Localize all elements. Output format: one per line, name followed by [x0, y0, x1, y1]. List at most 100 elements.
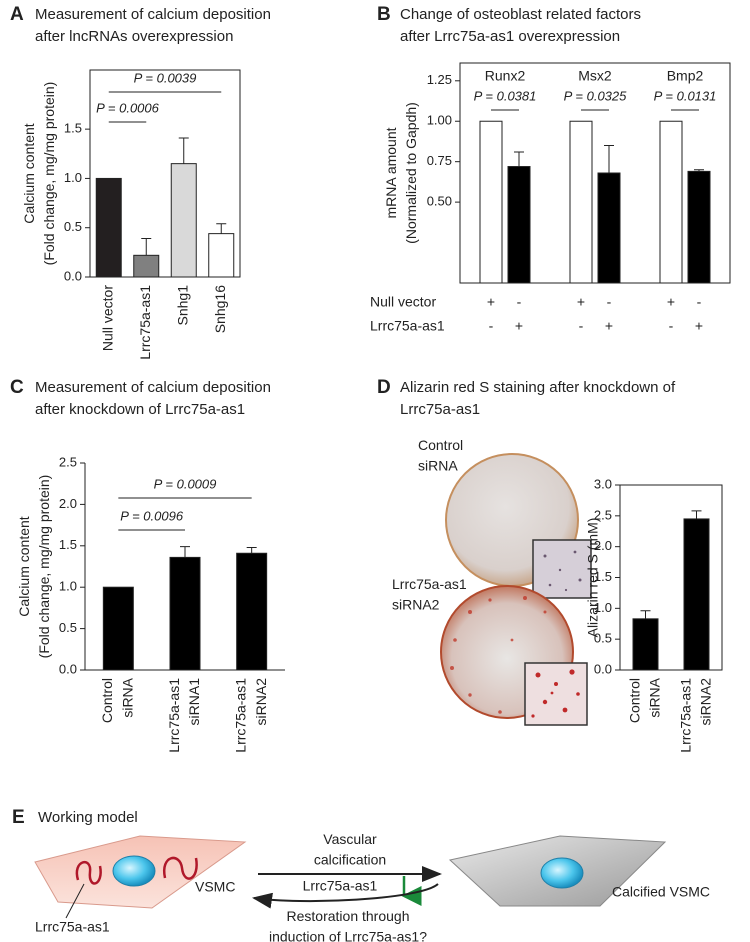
- y-axis-label: Calcium content (Fold change, mg/mg prote…: [16, 475, 52, 659]
- panel-letter: A: [10, 4, 24, 25]
- y-tick-label: 0.0: [64, 268, 82, 283]
- error-bar: [178, 137, 189, 164]
- y-tick-label: 0.5: [594, 631, 612, 646]
- arrow-label: Restoration through induction of Lrrc75a-…: [269, 908, 427, 942]
- panel-title: Measurement of calcium deposition after k…: [35, 379, 271, 418]
- p-value: P = 0.0325: [564, 88, 628, 103]
- y-tick-label: 0.5: [64, 219, 82, 234]
- panel-letter: D: [377, 377, 391, 398]
- design-sign: +: [515, 318, 523, 334]
- y-tick-label: 0.0: [59, 661, 77, 676]
- photo-label: Lrrc75a-as1 siRNA2: [392, 576, 467, 612]
- bar: [95, 177, 122, 278]
- bar: [236, 552, 268, 671]
- panel-title: Measurement of calcium deposition after l…: [35, 6, 271, 45]
- panel-letter: B: [377, 4, 391, 25]
- error-bar: [604, 145, 614, 173]
- error-bar: [141, 238, 152, 256]
- y-tick-label: 2.0: [59, 496, 77, 511]
- bar: [133, 254, 160, 278]
- error-bar: [640, 610, 651, 619]
- arrow-label: Lrrc75a-as1: [303, 878, 378, 894]
- bar: [687, 170, 711, 284]
- x-tick-label: Snhg1: [174, 285, 190, 326]
- photo-label: Control siRNA: [418, 437, 463, 473]
- bar: [659, 120, 683, 284]
- y-tick-label: 1.5: [594, 569, 612, 584]
- bar: [102, 586, 134, 671]
- panel-letter: C: [10, 377, 24, 398]
- y-tick-label: 1.00: [427, 113, 452, 128]
- x-tick-label: Lrrc75a-as1: [137, 285, 153, 360]
- x-tick-label: Snhg16: [212, 285, 228, 333]
- error-bar: [246, 546, 257, 554]
- x-tick-label: Lrrc75a-as1 siRNA2: [677, 678, 713, 753]
- y-tick-label: 1.5: [59, 537, 77, 552]
- p-value: P = 0.0006: [96, 100, 160, 115]
- plot-frame: [459, 62, 731, 284]
- design-sign: -: [669, 318, 674, 334]
- design-row-label: Null vector: [370, 294, 436, 310]
- p-value: P = 0.0381: [474, 88, 537, 103]
- x-tick-label: Control siRNA: [626, 677, 662, 723]
- working-model-diagram: [34, 835, 667, 919]
- bar: [632, 618, 659, 671]
- bar: [683, 518, 710, 671]
- bar: [169, 556, 201, 671]
- bar: [170, 163, 197, 278]
- x-tick-label: Lrrc75a-as1 siRNA1: [166, 678, 202, 753]
- cell-label: Calcified VSMC: [612, 884, 710, 900]
- y-axis-label: Calcium content (Fold change, mg/mg prote…: [21, 82, 57, 266]
- panel-title: Alizarin red S staining after knockdown …: [400, 379, 676, 418]
- panel-letter: E: [12, 807, 25, 828]
- design-sign: +: [577, 294, 585, 310]
- y-tick-label: 0.0: [594, 661, 612, 676]
- x-tick-label: Null vector: [99, 285, 115, 351]
- bar: [507, 166, 531, 284]
- design-sign: +: [667, 294, 675, 310]
- design-sign: +: [695, 318, 703, 334]
- p-value: P = 0.0039: [134, 70, 197, 85]
- group-label: Bmp2: [667, 68, 704, 84]
- y-tick-label: 1.25: [427, 72, 452, 87]
- y-tick-label: 0.5: [59, 620, 77, 635]
- y-tick-label: 2.0: [594, 538, 612, 553]
- y-tick-label: 2.5: [594, 507, 612, 522]
- bar: [208, 233, 235, 278]
- design-sign: +: [605, 318, 613, 334]
- p-value: P = 0.0131: [654, 88, 717, 103]
- panel-title: Working model: [38, 809, 138, 826]
- cell-label: VSMC: [195, 879, 235, 895]
- y-tick-label: 1.0: [594, 600, 612, 615]
- error-bar: [216, 223, 227, 234]
- x-tick-label: Control siRNA: [99, 677, 135, 723]
- rna-label: Lrrc75a-as1: [35, 919, 110, 935]
- arrow-label: Vascular calcification: [314, 831, 386, 867]
- error-bar: [691, 510, 702, 519]
- design-sign: -: [607, 294, 612, 310]
- y-axis-label: Alizarin red S (mM): [585, 518, 601, 638]
- y-tick-label: 0.50: [427, 194, 452, 209]
- y-tick-label: 1.5: [64, 121, 82, 136]
- bar: [479, 120, 503, 284]
- y-tick-label: 1.0: [64, 170, 82, 185]
- y-axis-label: mRNA amount (Normalized to Gapdh): [383, 102, 419, 244]
- group-label: Runx2: [485, 68, 526, 84]
- p-value: P = 0.0009: [154, 476, 217, 491]
- design-sign: +: [487, 294, 495, 310]
- y-tick-label: 0.75: [427, 153, 452, 168]
- error-bar: [180, 546, 190, 558]
- group-label: Msx2: [578, 68, 612, 84]
- panel-title: Change of osteoblast related factors afte…: [400, 6, 641, 45]
- design-row-label: Lrrc75a-as1: [370, 318, 445, 334]
- y-tick-label: 3.0: [594, 476, 612, 491]
- y-tick-label: 1.0: [59, 579, 77, 594]
- plot-frame: [89, 69, 241, 278]
- bar: [597, 172, 621, 284]
- p-value: P = 0.0096: [120, 508, 184, 523]
- bar: [569, 120, 593, 284]
- x-tick-label: Lrrc75a-as1 siRNA2: [232, 678, 268, 753]
- design-sign: -: [579, 318, 584, 334]
- plate-photos: [440, 453, 592, 726]
